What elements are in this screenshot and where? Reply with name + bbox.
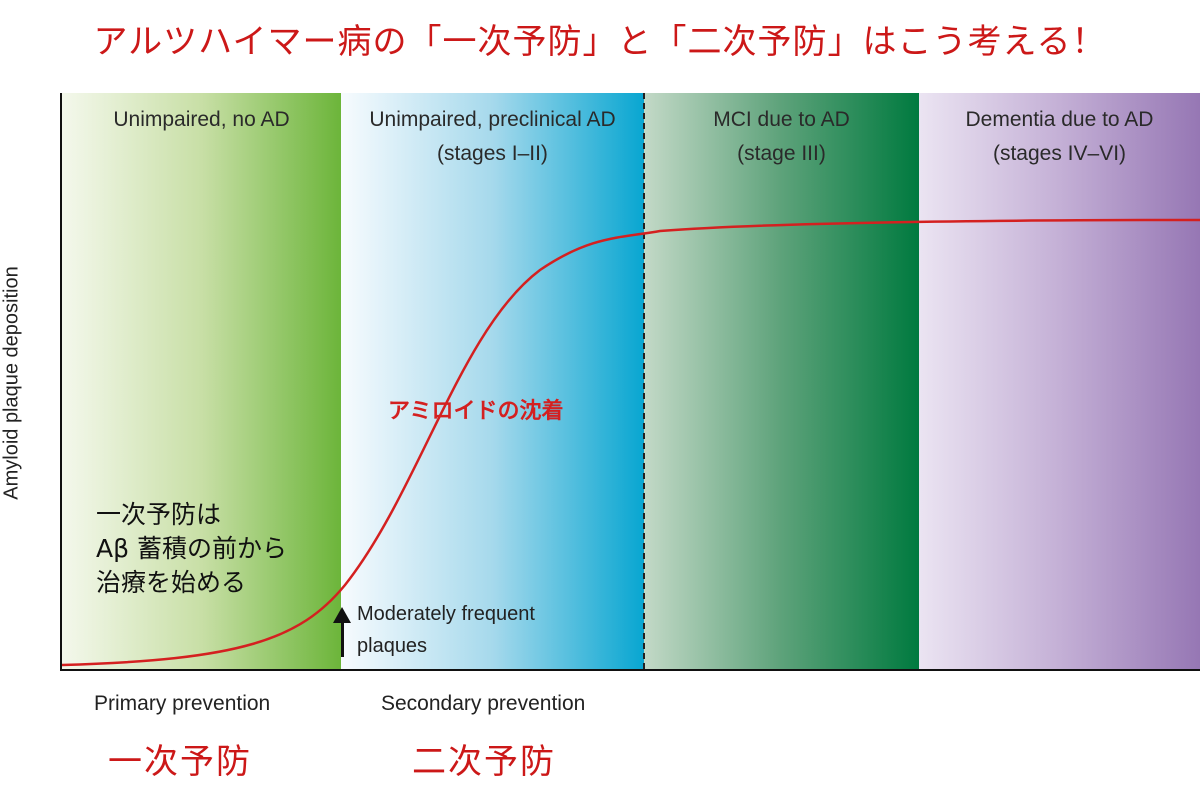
arrow-shaft — [341, 621, 344, 657]
plaques-marker-label: Moderately frequent plaques — [357, 598, 535, 662]
primary-prevention-label: Primary prevention — [94, 692, 271, 715]
primary-prevention-note: 一次予防は Aβ 蓄積の前から 治療を始める — [96, 498, 287, 600]
amyloid-curve — [61, 218, 1200, 667]
x-axis — [60, 669, 1200, 671]
note-line: Aβ 蓄積の前から — [96, 534, 288, 563]
stage-label-line1: Unimpaired, no AD — [113, 108, 290, 131]
stage-band-mci — [644, 93, 919, 669]
stage-label-line1: Unimpaired, preclinical AD — [369, 108, 616, 131]
stage-label-line2: (stages IV–VI) — [992, 142, 1127, 165]
stage-label-line2: (stage III) — [737, 142, 826, 165]
stage-label-line1: MCI due to AD — [713, 108, 850, 131]
stage-band-preclinical — [341, 93, 644, 669]
stage-band-dementia — [919, 93, 1200, 669]
curve-label: アミロイドの沈着 — [388, 399, 564, 424]
stage-label-unimpaired: Unimpaired, no AD — [62, 103, 341, 137]
marker-line: Moderately frequent — [357, 603, 535, 625]
note-line: 治療を始める — [96, 568, 247, 597]
note-line: 一次予防は — [96, 500, 222, 529]
stage-band-unimpaired — [62, 93, 341, 669]
y-axis — [60, 93, 62, 671]
stage-label-line2: (stages I–II) — [437, 142, 548, 165]
secondary-prevention-ja-label: 二次予防 — [412, 742, 556, 782]
secondary-prevention-label: Secondary prevention — [381, 692, 586, 715]
arrow-up-icon — [333, 607, 351, 623]
stage-label-preclinical: Unimpaired, preclinical AD (stages I–II) — [341, 103, 644, 171]
stage-label-line1: Dementia due to AD — [965, 108, 1154, 131]
stage-label-mci: MCI due to AD (stage III) — [644, 103, 919, 171]
page-title: アルツハイマー病の「一次予防」と「二次予防」はこう考える！ — [93, 22, 1107, 62]
stage-label-dementia: Dementia due to AD (stages IV–VI) — [919, 103, 1200, 171]
marker-line: plaques — [357, 635, 428, 657]
mci-divider-line — [643, 93, 645, 669]
primary-prevention-ja-label: 一次予防 — [108, 742, 252, 782]
